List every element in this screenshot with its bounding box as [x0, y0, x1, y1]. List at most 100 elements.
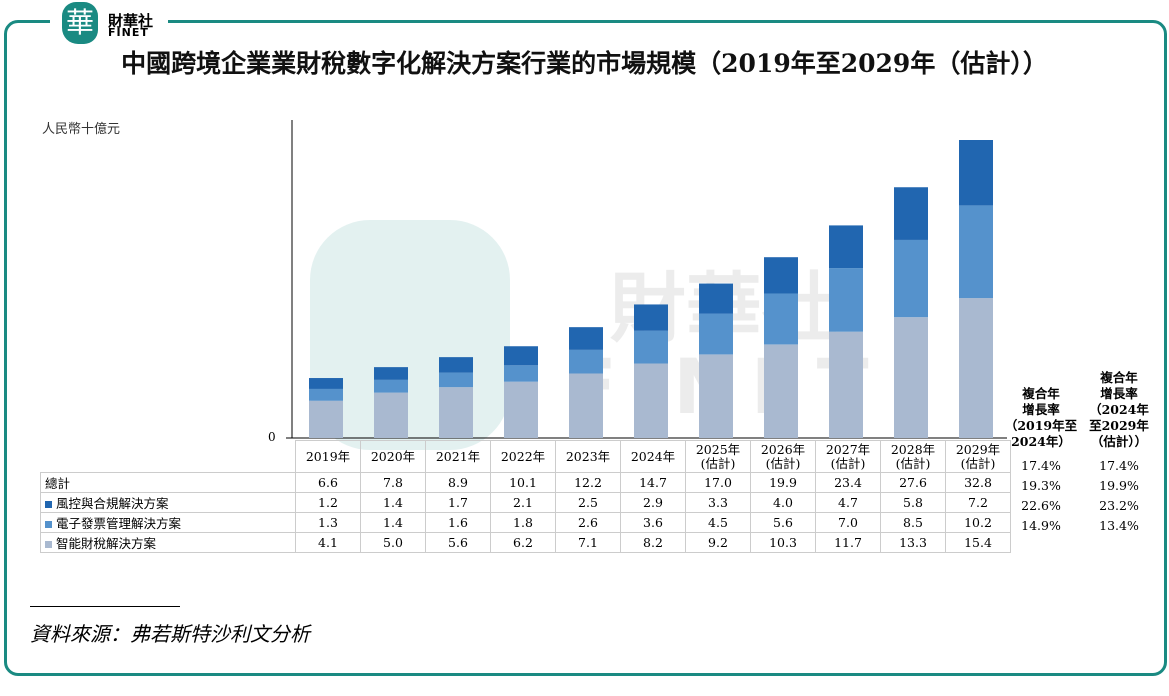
- data-label: 2.5: [555, 492, 621, 513]
- data-label: 4.1: [295, 532, 361, 553]
- data-label: 7.1: [555, 532, 621, 553]
- data-label: 5.6: [750, 512, 816, 533]
- data-label: 7.2: [945, 492, 1011, 513]
- data-label: 9.2: [685, 532, 751, 553]
- table-row: 智能財稅解決方案 4.1 5.0 5.6 6.2 7.1 8.2 9.2 10.3 11.7 13.…: [40, 532, 1011, 553]
- data-table: 2019年 2020年 2021年 2022年 2023年 2024年 2025年 (估計) 2…: [40, 440, 1011, 553]
- row-label: 總計: [40, 472, 296, 493]
- data-label: 1.4: [360, 492, 426, 513]
- bar-segment: [569, 349, 603, 374]
- row-label: 電子發票管理解決方案: [40, 512, 296, 533]
- data-label: 1.4: [360, 512, 426, 533]
- data-label: 2.9: [620, 492, 686, 513]
- data-label: 6.2: [490, 532, 556, 553]
- bar-segment: [634, 363, 668, 438]
- y-tick-zero: 0: [268, 430, 276, 444]
- data-label: 17.0: [685, 472, 751, 493]
- bar-segment: [764, 257, 798, 294]
- data-label: 10.3: [750, 532, 816, 553]
- data-label: 1.3: [295, 512, 361, 533]
- data-label: 23.4: [815, 472, 881, 493]
- legend-label: 總計: [45, 476, 71, 491]
- data-label: 1.6: [425, 512, 491, 533]
- bar-segment: [959, 140, 993, 206]
- legend-swatch: [45, 501, 52, 508]
- cagr-value: 22.6%: [1021, 498, 1061, 513]
- bar-segment: [634, 330, 668, 364]
- bar-segment: [829, 225, 863, 269]
- bar-segment: [309, 378, 343, 389]
- data-label: 3.6: [620, 512, 686, 533]
- data-label: 2.1: [490, 492, 556, 513]
- cagr-header: 複合年 增長率 （2019年至 2024年）: [1004, 386, 1078, 449]
- x-tick-label: 2024年: [620, 440, 686, 473]
- data-label: 8.5: [880, 512, 946, 533]
- data-label: 5.0: [360, 532, 426, 553]
- bar-segment: [504, 346, 538, 366]
- bar-segment: [764, 344, 798, 438]
- table-row: 風控與合規解決方案 1.2 1.4 1.7 2.1 2.5 2.9 3.3 4.0 4.7 5.8 7…: [40, 492, 1011, 513]
- data-label: 8.2: [620, 532, 686, 553]
- chart-frame: [4, 20, 1167, 676]
- data-label: 10.1: [490, 472, 556, 493]
- data-label: 8.9: [425, 472, 491, 493]
- bar-segment: [374, 367, 408, 380]
- watermark-logo: [310, 220, 510, 450]
- data-label: 32.8: [945, 472, 1011, 493]
- logo-text-cn: 財華社: [108, 12, 154, 30]
- data-label: 5.6: [425, 532, 491, 553]
- source-rule: [30, 606, 180, 607]
- legend-label: 風控與合規解決方案: [56, 496, 169, 511]
- bar-segment: [959, 298, 993, 438]
- data-label: 4.5: [685, 512, 751, 533]
- data-label: 7.0: [815, 512, 881, 533]
- bar-segment: [959, 205, 993, 299]
- row-label: 風控與合規解決方案: [40, 492, 296, 513]
- x-tick-label: 2020年: [360, 440, 426, 473]
- bar-segment: [504, 365, 538, 382]
- bar-segment: [439, 387, 473, 438]
- bar-segment: [894, 239, 928, 318]
- cagr-value: 13.4%: [1099, 518, 1139, 533]
- bar-segment: [894, 187, 928, 240]
- y-axis-label: 人民幣十億元: [42, 122, 121, 137]
- chart-title: 中國跨境企業業財稅數字化解決方案行業的市場規模（2019年至2029年（估計））: [121, 49, 1048, 78]
- x-tick-label: 2026年 (估計): [750, 440, 816, 473]
- data-label: 1.2: [295, 492, 361, 513]
- cagr-value: 17.4%: [1099, 458, 1139, 473]
- bar-segment: [439, 357, 473, 373]
- data-label: 1.7: [425, 492, 491, 513]
- bar-segment: [374, 379, 408, 393]
- data-label: 6.6: [295, 472, 361, 493]
- bar-segment: [699, 313, 733, 355]
- row-label: 智能財稅解決方案: [40, 532, 296, 553]
- bar-segment: [439, 372, 473, 388]
- cagr-value: 23.2%: [1099, 498, 1139, 513]
- x-tick-label: 2025年 (估計): [685, 440, 751, 473]
- x-tick-label: 2028年 (估計): [880, 440, 946, 473]
- legend-label: 智能財稅解決方案: [56, 536, 157, 551]
- data-label: 3.3: [685, 492, 751, 513]
- bar-segment: [374, 392, 408, 438]
- finet-logo-mark: 華: [62, 2, 98, 44]
- table-row: 總計 6.6 7.8 8.9 10.1 12.2 14.7 17.0 19.9 23.4 27.6 3…: [40, 472, 1011, 493]
- cagr-value: 17.4%: [1021, 458, 1061, 473]
- legend-swatch: [45, 541, 52, 548]
- data-label: 12.2: [555, 472, 621, 493]
- table-header-row: 2019年 2020年 2021年 2022年 2023年 2024年 2025年 (估計) 2…: [41, 440, 1011, 473]
- bar-segment: [699, 283, 733, 314]
- bar-segment: [764, 293, 798, 345]
- bar-segment: [829, 331, 863, 438]
- x-tick-label: 2019年: [295, 440, 361, 473]
- x-tick-label: 2022年: [490, 440, 556, 473]
- bar-segment: [634, 304, 668, 331]
- logo-text-en: FINET: [108, 26, 149, 39]
- data-label: 4.7: [815, 492, 881, 513]
- legend-label: 電子發票管理解決方案: [56, 516, 182, 531]
- data-label: 13.3: [880, 532, 946, 553]
- data-label: 1.8: [490, 512, 556, 533]
- bar-segment: [569, 327, 603, 350]
- data-label: 19.9: [750, 472, 816, 493]
- table-row: 電子發票管理解決方案 1.3 1.4 1.6 1.8 2.6 3.6 4.5 5.6 7.0 8.5…: [40, 512, 1011, 533]
